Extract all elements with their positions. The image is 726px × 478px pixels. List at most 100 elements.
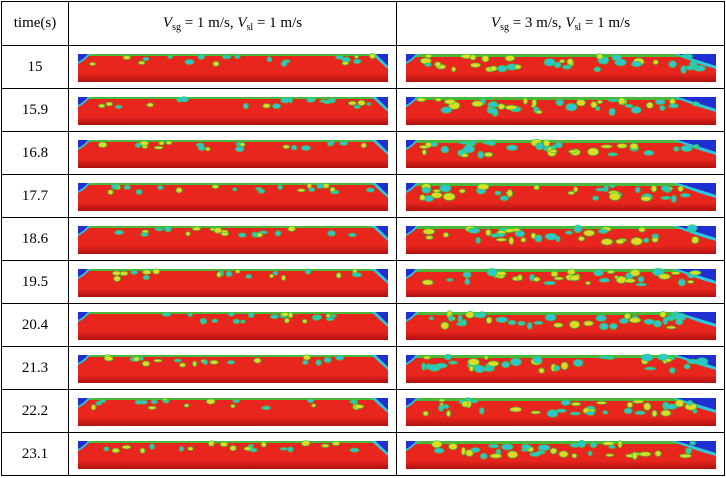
contour-strip xyxy=(77,440,388,469)
time-value: 16.8 xyxy=(21,144,49,161)
bubble-core xyxy=(273,271,277,275)
bubble-core xyxy=(643,319,654,324)
time-value: 15 xyxy=(27,58,43,75)
bubble-core xyxy=(608,445,615,449)
bubble-core xyxy=(680,65,686,73)
bubble-core xyxy=(123,185,130,190)
bubble-core xyxy=(543,140,549,147)
gas-pocket xyxy=(375,226,388,238)
bubble-core xyxy=(348,101,356,105)
case2-snapshot xyxy=(396,346,725,390)
bubble-core xyxy=(643,238,648,243)
bubble-core xyxy=(153,359,161,362)
contour-strip xyxy=(405,353,716,383)
bubble-core xyxy=(357,100,365,106)
bubble-core xyxy=(441,146,448,153)
liquid-region xyxy=(405,226,716,254)
snapshot-row: 23.1 xyxy=(1,432,725,476)
bubble-core xyxy=(659,311,666,318)
bubble-core xyxy=(235,146,243,152)
bubble-core xyxy=(248,312,254,318)
bubble-core xyxy=(646,102,653,109)
bubble-core xyxy=(329,314,336,317)
interface-line xyxy=(77,398,388,400)
bubble-core xyxy=(514,65,521,69)
bubble-core xyxy=(627,402,632,408)
bubble-core xyxy=(98,142,107,148)
gas-pocket xyxy=(374,312,388,324)
bubble-core xyxy=(565,103,576,111)
bubble-core xyxy=(267,57,271,62)
contour-strip xyxy=(405,53,716,82)
bubble-core xyxy=(639,452,650,457)
gas-pocket xyxy=(676,226,716,238)
bubble-core xyxy=(269,274,273,278)
case1-snapshot xyxy=(68,217,397,261)
bubble-core xyxy=(232,400,239,403)
bubble-core xyxy=(115,105,121,109)
snapshot-row: 22.2 xyxy=(1,389,725,433)
bubble-core xyxy=(122,445,130,449)
interface-line xyxy=(405,140,716,143)
bubble-core xyxy=(500,196,508,201)
bubble-core xyxy=(680,193,690,197)
interface-line xyxy=(405,269,716,272)
bubble-core xyxy=(485,229,491,236)
bubble-core xyxy=(671,195,676,203)
time-value: 17.7 xyxy=(21,187,49,204)
time-cell: 18.6 xyxy=(1,217,69,261)
bubble-core xyxy=(107,190,113,195)
bubble-core xyxy=(157,186,163,190)
bubble-core xyxy=(435,98,441,102)
gas-boundary xyxy=(77,97,90,107)
bubble-core xyxy=(568,150,576,153)
bubble-core xyxy=(629,317,640,323)
bubble-core xyxy=(482,141,493,144)
interface-line xyxy=(77,226,388,228)
bubble-core xyxy=(303,355,310,360)
bubble-core xyxy=(112,271,120,275)
bubble-core xyxy=(643,403,650,410)
bubble-core xyxy=(297,189,305,192)
bubble-core xyxy=(214,227,221,233)
bubble-core xyxy=(425,236,432,239)
bubble-core xyxy=(687,400,692,406)
interface-line xyxy=(405,441,716,444)
bubble-core xyxy=(654,451,661,457)
bubble-core xyxy=(588,451,592,456)
case1-var1: V xyxy=(162,15,173,31)
bubble-core xyxy=(151,400,157,404)
bubble-core xyxy=(369,53,375,59)
bubble-core xyxy=(350,448,358,452)
bubble-core xyxy=(167,55,172,59)
bubble-core xyxy=(255,187,262,190)
bubble-core xyxy=(658,274,670,279)
bubble-core xyxy=(353,59,360,64)
snapshot-row: 17.7 xyxy=(1,174,725,218)
interface-line xyxy=(77,97,388,99)
gas-pocket xyxy=(676,97,716,109)
bubble-core xyxy=(441,107,451,113)
bubble-core xyxy=(323,100,330,104)
bubble-core xyxy=(549,149,557,153)
case2-snapshot xyxy=(396,174,725,218)
bubble-core xyxy=(426,364,431,368)
bubble-core xyxy=(547,410,557,417)
gas-boundary xyxy=(405,54,418,64)
time-value: 23.1 xyxy=(21,445,49,462)
bubble-core xyxy=(179,363,185,367)
interface-line xyxy=(77,54,388,56)
bubble-core xyxy=(596,53,602,59)
bubble-core xyxy=(261,406,270,410)
gas-boundary xyxy=(77,269,90,279)
bubble-core xyxy=(523,98,527,104)
gas-boundary xyxy=(405,140,418,150)
bubble-core xyxy=(262,103,270,108)
bubble-core xyxy=(438,399,444,402)
bubble-core xyxy=(275,231,280,236)
gas-pocket xyxy=(375,183,388,195)
case2-var1: V xyxy=(490,15,501,31)
gas-pocket xyxy=(405,312,416,320)
bubble-core xyxy=(678,279,685,286)
bubble-core xyxy=(197,146,205,151)
